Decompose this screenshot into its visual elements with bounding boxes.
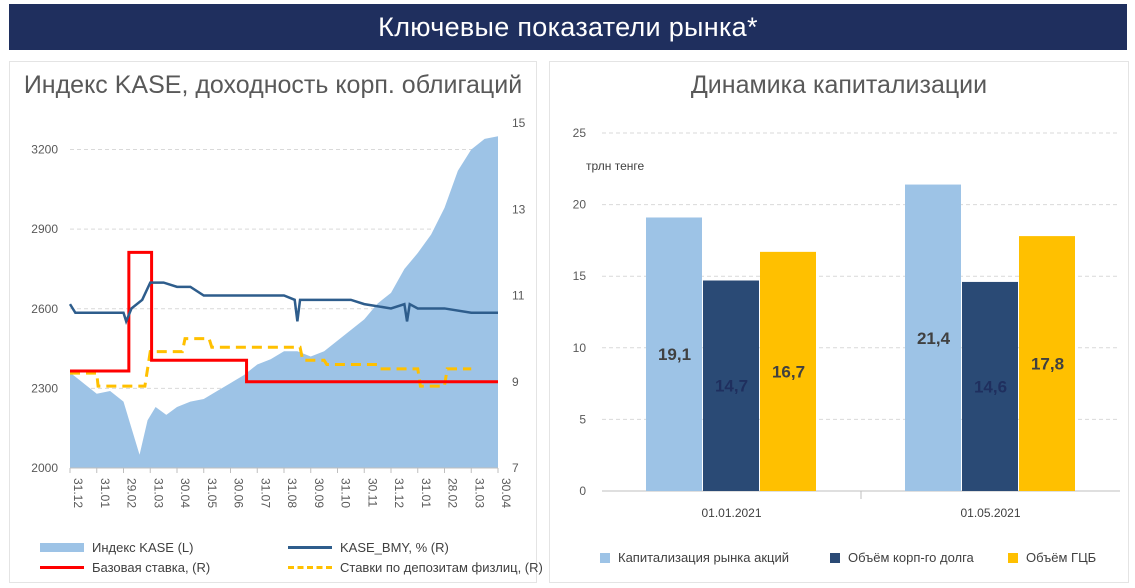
y-tick-label: 10 bbox=[573, 341, 587, 355]
bar bbox=[703, 280, 759, 491]
legend-kase: Индекс KASE (L) bbox=[40, 540, 193, 555]
x-tick-label: 31.07 bbox=[258, 478, 272, 508]
x-tick-label: 30.04 bbox=[178, 478, 192, 508]
bar-value-label: 19,1 bbox=[658, 345, 691, 364]
bar-value-label: 14,6 bbox=[974, 377, 1007, 396]
kase-panel: Индекс KASE, доходность корп. облигаций … bbox=[9, 61, 543, 583]
legend-corp-debt: Объём корп-го долга bbox=[830, 550, 974, 565]
legend-base-rate-swatch bbox=[40, 566, 84, 569]
bar bbox=[760, 251, 816, 491]
y-left-tick-label: 3200 bbox=[31, 143, 58, 157]
bar-value-label: 16,7 bbox=[772, 362, 805, 381]
legend-bmy: KASE_BMY, % (R) bbox=[288, 540, 449, 555]
category-label: 01.05.2021 bbox=[960, 506, 1020, 520]
y-right-tick-label: 15 bbox=[512, 116, 526, 130]
legend-bmy-swatch bbox=[288, 546, 332, 549]
header-bar: Ключевые показатели рынка* bbox=[9, 4, 1127, 50]
y-left-tick-label: 2000 bbox=[31, 461, 58, 475]
legend-corp-debt-swatch bbox=[830, 552, 840, 563]
x-tick-label: 31.12 bbox=[71, 478, 85, 508]
legend-equity: Капитализация рынка акций bbox=[600, 550, 789, 565]
kase-index-area bbox=[70, 136, 498, 468]
category-label: 01.01.2021 bbox=[701, 506, 761, 520]
legend-gov-bonds-swatch bbox=[1008, 552, 1018, 563]
x-tick-label: 30.06 bbox=[232, 478, 246, 508]
legend-bmy-label: KASE_BMY, % (R) bbox=[340, 540, 449, 555]
y-right-tick-label: 13 bbox=[512, 202, 526, 216]
y-tick-label: 0 bbox=[579, 484, 586, 498]
bar-value-label: 21,4 bbox=[917, 329, 951, 348]
bar-value-label: 17,8 bbox=[1031, 355, 1064, 374]
legend-gov-bonds-label: Объём ГЦБ bbox=[1026, 550, 1097, 565]
capitalization-chart: 0 5 10 15 20 25 трлн тенге 19,1 14,7 16,7 01.01.20… bbox=[573, 126, 1120, 520]
x-tick-label: 31.01 bbox=[419, 478, 433, 508]
y-left-tick-label: 2900 bbox=[31, 222, 58, 236]
y-right-tick-label: 11 bbox=[512, 289, 525, 303]
x-tick-label: 31.01 bbox=[98, 478, 112, 508]
legend-corp-debt-label: Объём корп-го долга bbox=[848, 550, 974, 565]
kase-bmy-line bbox=[68, 281, 498, 326]
y-tick-label: 20 bbox=[573, 198, 587, 212]
y-tick-label: 5 bbox=[579, 412, 586, 426]
x-tick-label: 30.09 bbox=[312, 478, 326, 508]
capitalization-panel: Динамика капитализации 0 5 10 15 20 25 трлн те… bbox=[549, 61, 1129, 583]
bar bbox=[962, 281, 1018, 491]
legend-kase-swatch bbox=[40, 543, 84, 552]
legend-equity-swatch bbox=[600, 552, 610, 563]
legend-deposit: Ставки по депозитам физлиц, (R) bbox=[288, 560, 543, 575]
x-tick-label: 29.02 bbox=[125, 478, 139, 508]
bar bbox=[646, 217, 702, 491]
legend-gov-bonds: Объём ГЦБ bbox=[1008, 550, 1096, 565]
x-tick-label: 30.11 bbox=[365, 478, 379, 507]
x-tick-label: 31.03 bbox=[151, 478, 165, 508]
kase-chart-title: Индекс KASE, доходность корп. облигаций bbox=[23, 71, 523, 99]
legend-base-rate: Базовая ставка, (R) bbox=[40, 560, 210, 575]
legend-deposit-swatch bbox=[288, 566, 332, 569]
y-tick-label: 15 bbox=[573, 269, 587, 283]
legend-equity-label: Капитализация рынка акций bbox=[618, 550, 789, 565]
legend-deposit-label: Ставки по депозитам физлиц, (R) bbox=[340, 560, 543, 575]
y-tick-label: 25 bbox=[573, 126, 587, 140]
capitalization-chart-title: Динамика капитализации bbox=[690, 71, 988, 99]
x-tick-label: 31.08 bbox=[285, 478, 299, 508]
page-title: Ключевые показатели рынка* bbox=[378, 11, 758, 42]
x-tick-label: 28.02 bbox=[446, 478, 460, 508]
y-left-tick-label: 2600 bbox=[31, 302, 58, 316]
legend-base-rate-label: Базовая ставка, (R) bbox=[92, 560, 211, 575]
x-tick-label: 31.05 bbox=[205, 478, 219, 508]
x-tick-label: 30.04 bbox=[499, 478, 513, 508]
unit-label: трлн тенге bbox=[586, 159, 644, 173]
y-right-tick-label: 7 bbox=[512, 461, 519, 475]
x-tick-label: 31.10 bbox=[339, 478, 353, 508]
bar-value-label: 14,7 bbox=[715, 377, 748, 396]
y-right-tick-label: 9 bbox=[512, 375, 519, 389]
x-tick-label: 31.12 bbox=[392, 478, 406, 508]
base-rate-line bbox=[70, 250, 498, 384]
y-left-tick-label: 2300 bbox=[31, 381, 58, 395]
bar bbox=[1019, 236, 1075, 491]
bar bbox=[905, 184, 961, 491]
x-tick-label: 31.03 bbox=[472, 478, 486, 508]
kase-chart: 2000 2300 2600 2900 3200 7 9 11 13 15 31.12 31.01 29… bbox=[31, 116, 526, 508]
legend-kase-label: Индекс KASE (L) bbox=[92, 540, 194, 555]
